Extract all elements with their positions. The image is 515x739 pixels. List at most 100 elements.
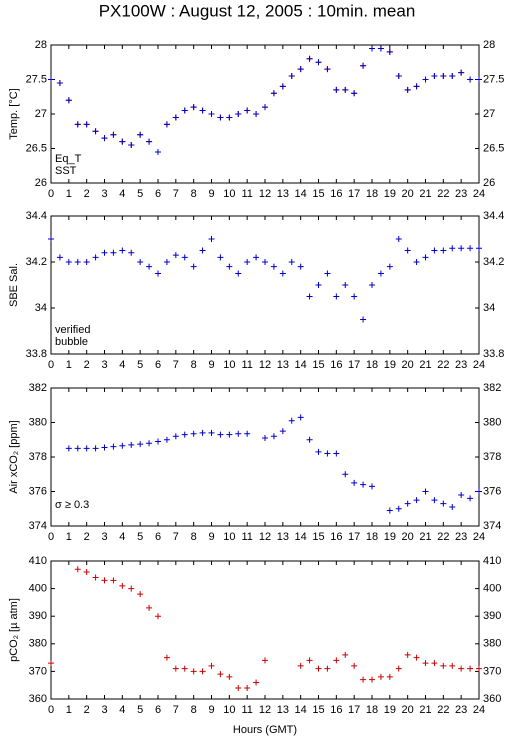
- data-point: [146, 440, 153, 447]
- y-axis-label: Temp. [°C]: [8, 88, 20, 139]
- data-point: [262, 259, 268, 265]
- data-point: [262, 435, 268, 442]
- x-tick-label: 6: [155, 531, 161, 543]
- data-point: [440, 500, 447, 507]
- x-tick-label: 21: [419, 188, 431, 200]
- x-tick-label: 7: [173, 188, 179, 200]
- data-point: [235, 111, 242, 117]
- chart-title: PX100W : August 12, 2005 : 10min. mean: [99, 1, 416, 20]
- data-point: [181, 254, 188, 261]
- y-tick-label: 28: [35, 39, 47, 51]
- data-point: [244, 430, 251, 437]
- y-tick-label: 34.4: [483, 210, 504, 222]
- data-point: [253, 679, 260, 686]
- x-tick-label: 9: [208, 188, 214, 200]
- data-point: [155, 438, 161, 445]
- y-tick-label: 390: [29, 610, 47, 622]
- data-point: [92, 128, 99, 135]
- x-tick-label: 15: [312, 704, 324, 716]
- x-tick-label: 18: [366, 188, 378, 200]
- data-point: [324, 66, 331, 73]
- data-point: [324, 665, 331, 672]
- x-tick-label: 24: [473, 704, 485, 716]
- y-tick-label: 26.5: [26, 142, 47, 154]
- x-tick-label: 10: [223, 359, 235, 371]
- data-point: [48, 236, 54, 242]
- x-tick-label: 8: [191, 188, 197, 200]
- x-tick-label: 4: [119, 359, 125, 371]
- data-point: [369, 282, 375, 288]
- data-point: [270, 433, 277, 440]
- x-tick-label: 19: [384, 704, 396, 716]
- y-axis-label: SBE Sal.: [8, 263, 20, 307]
- data-point: [119, 442, 126, 449]
- y-tick-label: 382: [29, 382, 47, 394]
- data-point: [208, 111, 215, 117]
- x-tick-label: 3: [101, 359, 107, 371]
- x-tick-label: 13: [277, 359, 289, 371]
- x-tick-label: 4: [119, 704, 125, 716]
- data-point: [324, 270, 331, 277]
- x-tick-label: 1: [66, 359, 72, 371]
- data-point: [226, 673, 233, 680]
- x-tick-label: 6: [155, 188, 161, 200]
- x-tick-label: 20: [402, 704, 414, 716]
- data-point: [342, 651, 349, 658]
- y-tick-label: 27: [483, 108, 495, 120]
- x-tick-label: 18: [366, 531, 378, 543]
- data-point: [83, 569, 90, 576]
- data-point: [226, 263, 233, 270]
- x-tick-label: 12: [259, 704, 271, 716]
- x-tick-label: 22: [437, 531, 449, 543]
- y-tick-label: 374: [483, 520, 501, 532]
- data-point: [360, 62, 367, 69]
- data-point: [235, 430, 242, 437]
- data-point: [440, 662, 447, 669]
- data-point: [315, 282, 322, 288]
- data-point: [92, 254, 99, 261]
- data-point: [226, 114, 233, 121]
- x-tick-label: 7: [173, 359, 179, 371]
- x-tick-label: 11: [241, 188, 252, 200]
- data-point: [306, 55, 313, 62]
- data-point: [110, 577, 117, 584]
- data-point: [404, 86, 411, 93]
- data-point: [369, 676, 375, 683]
- data-point: [395, 505, 402, 512]
- x-tick-label: 5: [137, 704, 143, 716]
- data-point: [458, 491, 465, 498]
- x-tick-label: 1: [66, 704, 72, 716]
- data-point: [74, 566, 81, 573]
- y-tick-label: 410: [29, 555, 47, 567]
- data-point: [155, 613, 161, 620]
- data-point: [360, 481, 367, 488]
- data-point: [324, 450, 331, 457]
- x-tick-label: 7: [173, 704, 179, 716]
- y-tick-label: 26.5: [483, 142, 504, 154]
- data-point: [449, 662, 456, 669]
- data-point: [413, 497, 420, 504]
- x-tick-label: 17: [348, 531, 360, 543]
- data-point: [377, 45, 384, 52]
- data-point: [92, 574, 99, 581]
- data-point: [65, 259, 72, 265]
- data-point: [262, 657, 268, 664]
- data-point: [386, 48, 393, 55]
- y-tick-label: 27.5: [26, 73, 47, 85]
- data-point: [92, 445, 99, 452]
- data-point: [48, 76, 54, 83]
- x-tick-label: 14: [295, 188, 307, 200]
- y-tick-label: 378: [483, 451, 501, 463]
- x-tick-label: 14: [295, 531, 307, 543]
- data-point: [333, 86, 340, 93]
- x-tick-label: 8: [191, 359, 197, 371]
- data-point: [199, 429, 206, 436]
- data-point: [101, 444, 108, 451]
- data-point: [119, 582, 126, 589]
- data-point: [226, 431, 233, 438]
- x-tick-label: 21: [419, 531, 431, 543]
- x-tick-label: 15: [312, 531, 324, 543]
- y-tick-label: 34.2: [26, 256, 47, 268]
- legend-label: σ ≥ 0.3: [55, 499, 89, 511]
- x-tick-label: 18: [366, 359, 378, 371]
